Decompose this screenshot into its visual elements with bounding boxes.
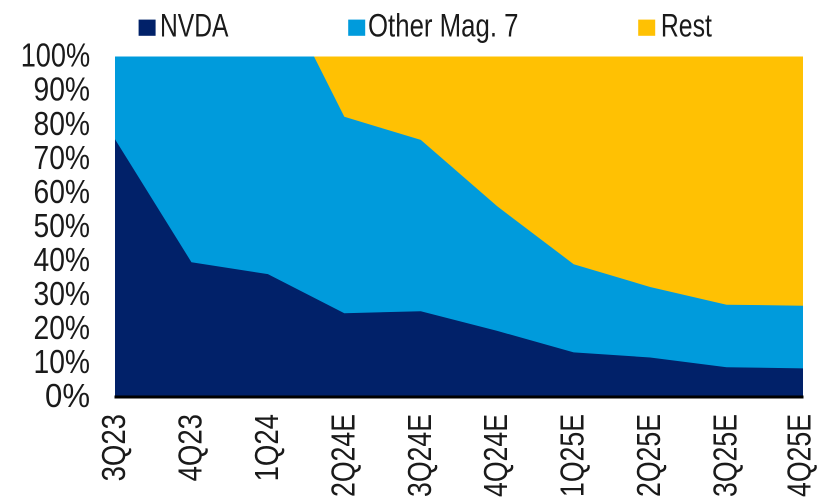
- svg-text:30%: 30%: [34, 275, 91, 312]
- svg-text:2Q25E: 2Q25E: [630, 414, 667, 497]
- svg-text:2Q24E: 2Q24E: [324, 414, 361, 497]
- svg-text:1Q25E: 1Q25E: [554, 414, 591, 497]
- svg-text:NVDA: NVDA: [160, 8, 229, 44]
- svg-text:Rest: Rest: [661, 8, 712, 44]
- svg-text:0%: 0%: [45, 377, 90, 414]
- svg-text:50%: 50%: [34, 207, 91, 244]
- svg-text:40%: 40%: [34, 241, 91, 278]
- svg-text:3Q23: 3Q23: [95, 414, 132, 481]
- svg-text:4Q23: 4Q23: [171, 414, 208, 481]
- svg-text:60%: 60%: [34, 173, 91, 210]
- svg-text:90%: 90%: [34, 71, 91, 108]
- svg-text:80%: 80%: [34, 105, 91, 142]
- svg-text:100%: 100%: [21, 37, 91, 74]
- svg-text:4Q24E: 4Q24E: [477, 414, 514, 497]
- svg-text:1Q24: 1Q24: [248, 414, 285, 481]
- svg-text:3Q24E: 3Q24E: [401, 414, 438, 497]
- svg-text:3Q25E: 3Q25E: [707, 414, 744, 497]
- svg-text:20%: 20%: [34, 309, 91, 346]
- svg-text:70%: 70%: [34, 139, 91, 176]
- svg-text:4Q25E: 4Q25E: [781, 414, 818, 497]
- svg-text:10%: 10%: [34, 343, 91, 380]
- svg-text:Other Mag. 7: Other Mag. 7: [368, 8, 519, 44]
